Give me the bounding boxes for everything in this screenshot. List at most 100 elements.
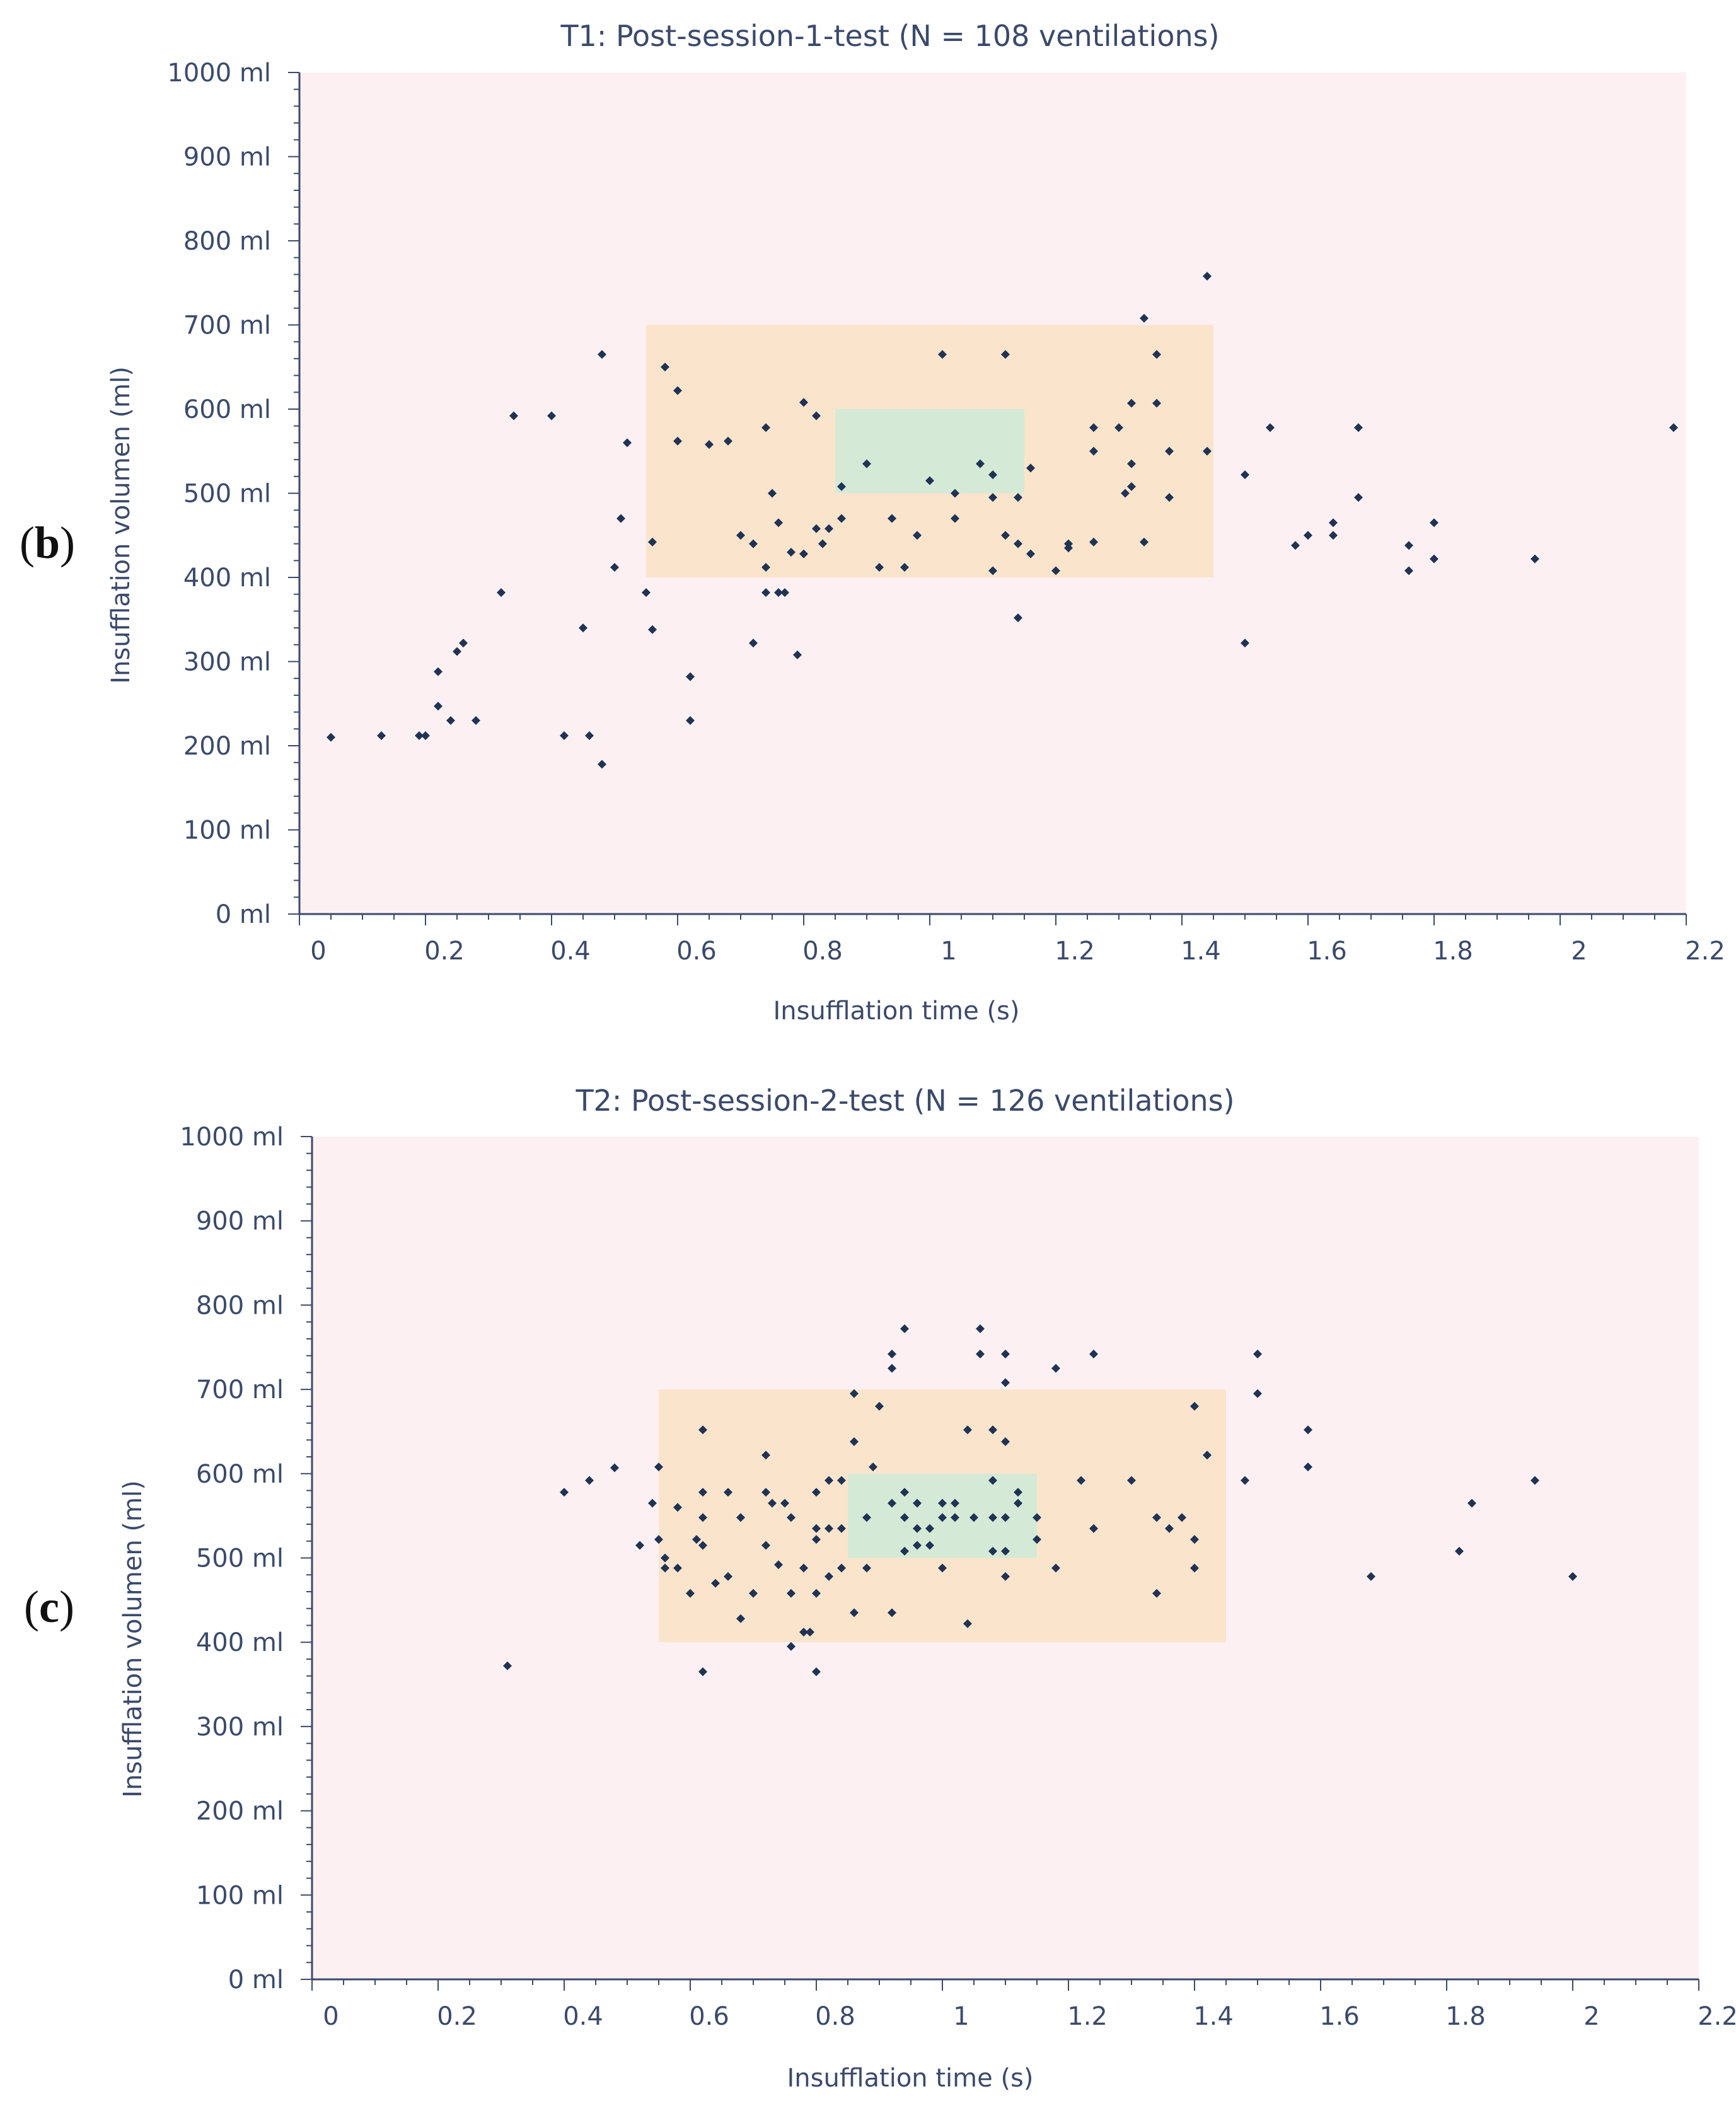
data-point-t1 <box>598 760 606 769</box>
data-point-t1 <box>598 350 606 359</box>
data-point-t2 <box>1001 1437 1010 1446</box>
data-point-t1 <box>837 514 846 523</box>
data-point-t1 <box>799 398 808 407</box>
x-axis-label-t2: Insufflation time (s) <box>787 2064 1034 2093</box>
data-point-t1 <box>673 386 682 395</box>
data-point-t1 <box>976 459 985 468</box>
data-point-t1 <box>459 639 468 648</box>
y-tick-label-t2: 1000 ml <box>180 1123 284 1152</box>
x-tick-label-t2: 0.6 <box>689 2002 729 2031</box>
data-point-t2 <box>1190 1563 1199 1573</box>
data-point-t2 <box>1203 1450 1212 1460</box>
data-point-t2 <box>661 1553 669 1563</box>
data-point-t2 <box>925 1541 934 1550</box>
data-point-t2 <box>963 1425 972 1435</box>
data-point-t2 <box>787 1513 796 1522</box>
data-point-t1 <box>686 715 695 725</box>
data-point-t2 <box>951 1498 959 1508</box>
data-point-t1 <box>1165 446 1174 456</box>
data-point-t2 <box>825 1524 833 1533</box>
data-point-t1 <box>951 514 959 523</box>
x-tick-label-t1: 1.6 <box>1307 937 1347 966</box>
data-point-t2 <box>799 1563 808 1573</box>
y-tick-label-t2: 0 ml <box>228 1965 284 1994</box>
y-tick-label-t2: 300 ml <box>196 1713 284 1742</box>
x-tick-label-t1: 1.4 <box>1181 937 1221 966</box>
y-tick-label-t1: 300 ml <box>183 648 271 677</box>
chart-title-t1: T1: Post-session-1-test (N = 108 ventila… <box>560 19 1219 53</box>
data-point-t1 <box>1203 272 1212 281</box>
y-tick-label-t1: 900 ml <box>183 143 271 172</box>
x-tick-label-t1: 0.2 <box>424 937 465 966</box>
data-point-t2 <box>799 1628 808 1637</box>
chart-t1: 0 ml 100 ml 200 ml 300 ml 400 ml 500 ml 600 ml… <box>107 19 1725 1026</box>
data-point-t1 <box>862 459 871 468</box>
data-point-t1 <box>1329 531 1338 540</box>
data-point-t2 <box>900 1513 909 1522</box>
data-point-t2 <box>913 1498 922 1508</box>
y-tick-label-t1: 100 ml <box>183 816 271 845</box>
data-point-t2 <box>1304 1462 1312 1472</box>
data-point-t2 <box>761 1450 770 1460</box>
data-point-t1 <box>1531 554 1539 564</box>
data-point-t1 <box>1291 541 1300 550</box>
data-point-t1 <box>1152 398 1161 408</box>
data-point-t1 <box>724 436 732 446</box>
data-point-t1 <box>642 588 651 598</box>
data-point-t1 <box>497 588 506 598</box>
data-point-t1 <box>1203 446 1212 456</box>
data-point-t1 <box>1404 566 1413 576</box>
data-point-t2 <box>503 1661 512 1670</box>
data-point-t2 <box>698 1488 707 1497</box>
data-point-t1 <box>547 411 556 420</box>
data-point-t2 <box>938 1498 947 1508</box>
data-point-t2 <box>837 1524 846 1533</box>
data-point-t2 <box>938 1513 947 1522</box>
y-tick-label-t1: 600 ml <box>183 395 271 424</box>
data-point-t1 <box>799 549 808 559</box>
data-point-t1 <box>1669 423 1678 432</box>
data-point-t1 <box>780 588 789 598</box>
data-point-t2 <box>698 1541 707 1550</box>
x-tick-label-t1: 2.2 <box>1685 937 1725 966</box>
x-tick-label-t2: 1 <box>953 2002 969 2031</box>
data-point-t2 <box>988 1513 997 1522</box>
data-point-t2 <box>654 1535 663 1544</box>
y-tick-label-t2: 800 ml <box>196 1291 284 1320</box>
data-point-t2 <box>812 1488 821 1497</box>
data-point-t2 <box>1127 1476 1136 1485</box>
data-point-t1 <box>793 650 802 659</box>
data-point-t2 <box>780 1498 789 1508</box>
data-point-t1 <box>648 537 657 547</box>
x-tick-label-t2: 0.2 <box>437 2002 477 2031</box>
data-point-t1 <box>1014 613 1022 623</box>
data-point-t2 <box>736 1513 745 1522</box>
data-point-t2 <box>825 1572 833 1581</box>
data-point-t1 <box>1089 423 1098 432</box>
data-point-t2 <box>774 1560 783 1570</box>
data-point-t1 <box>1026 463 1035 473</box>
data-point-t2 <box>698 1513 707 1522</box>
data-point-t2 <box>1001 1349 1010 1358</box>
data-point-t1 <box>1354 423 1363 432</box>
data-point-t2 <box>749 1589 758 1598</box>
data-point-t1 <box>736 531 745 540</box>
x-tick-label-t2: 2.2 <box>1698 2002 1736 2031</box>
data-point-t1 <box>768 489 777 498</box>
data-point-t2 <box>900 1488 909 1497</box>
data-point-t2 <box>1089 1524 1098 1533</box>
x-tick-label-t2: 1.4 <box>1193 2002 1234 2031</box>
y-tick-label-t2: 400 ml <box>196 1628 284 1657</box>
data-point-t1 <box>472 715 480 725</box>
y-tick-label-t1: 1000 ml <box>167 59 271 88</box>
y-tick-label-t1: 400 ml <box>183 564 271 593</box>
data-point-t1 <box>825 524 833 533</box>
data-point-t1 <box>951 489 959 498</box>
data-point-t2 <box>585 1476 594 1485</box>
data-point-t1 <box>812 411 821 420</box>
data-point-t2 <box>1033 1535 1041 1544</box>
data-point-t1 <box>988 470 997 480</box>
data-point-t2 <box>812 1667 821 1676</box>
data-point-t2 <box>888 1363 896 1373</box>
data-point-t2 <box>736 1614 745 1623</box>
